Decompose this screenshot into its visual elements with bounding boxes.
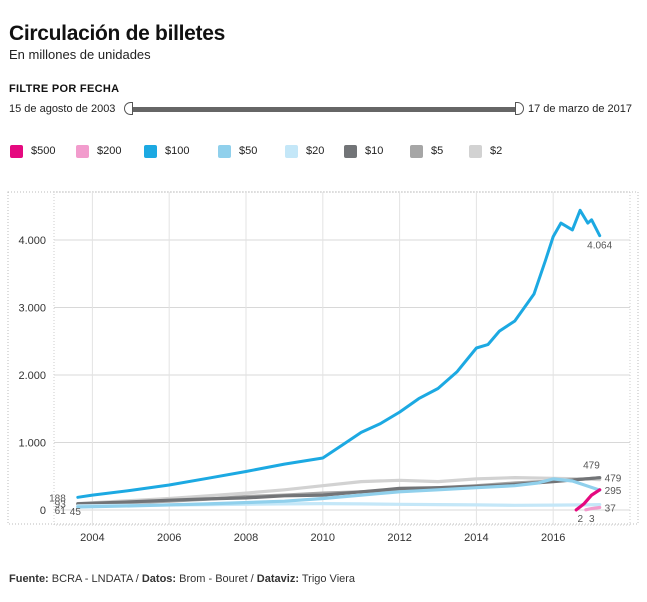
data-label: 4.064 xyxy=(587,241,612,252)
x-tick-label: 2004 xyxy=(80,532,104,544)
date-range-end-handle[interactable] xyxy=(515,102,524,115)
footer-dataviz-label: Dataviz: xyxy=(256,573,299,585)
series-line-50 xyxy=(76,477,602,509)
legend-swatch xyxy=(10,145,23,158)
y-tick-label: 0 xyxy=(40,505,46,517)
legend-label: $200 xyxy=(97,145,122,157)
legend-swatch xyxy=(285,145,298,158)
x-tick-label: 2014 xyxy=(464,532,488,544)
date-filter-label: FILTRE POR FECHA xyxy=(9,83,120,95)
date-filter-end: 17 de marzo de 2017 xyxy=(528,103,632,115)
legend-label: $100 xyxy=(165,145,190,157)
series-line-200 xyxy=(584,505,602,512)
footer-data-label: Datos: xyxy=(141,573,177,585)
data-label: 479 xyxy=(605,474,622,485)
data-label: 37 xyxy=(605,504,617,515)
x-tick-label: 2012 xyxy=(387,532,411,544)
y-tick-label: 2.000 xyxy=(18,370,46,382)
legend-swatch xyxy=(76,145,89,158)
y-tick-label: 1.000 xyxy=(18,438,46,450)
legend-swatch xyxy=(469,145,482,158)
footer-data: Brom - Bouret xyxy=(179,573,248,585)
series-line-2 xyxy=(76,476,602,506)
x-tick-label: 2010 xyxy=(311,532,335,544)
legend-label: $10 xyxy=(365,145,384,157)
x-tick-label: 2006 xyxy=(157,532,181,544)
x-tick-label: 2008 xyxy=(234,532,258,544)
legend-label: $500 xyxy=(31,145,56,157)
data-label: 3 xyxy=(589,514,595,525)
legend-label: $5 xyxy=(431,145,444,157)
data-label: 479 xyxy=(583,461,600,472)
data-label: 2 xyxy=(577,514,583,525)
line-chart: 0 1.000 2.000 3.000 4.000 2004 2006 2008 2010 201… xyxy=(7,191,639,544)
plot-frame xyxy=(53,191,631,526)
footer-source-label: Fuente: xyxy=(9,573,49,585)
legend-swatch xyxy=(218,145,231,158)
chart-subtitle: En millones de unidades xyxy=(9,47,151,62)
footer-dataviz: Trigo Viera xyxy=(301,573,356,585)
legend-swatch xyxy=(410,145,423,158)
data-label: 45 xyxy=(70,507,82,518)
date-filter-start: 15 de agosto de 2003 xyxy=(9,103,116,115)
footer-source: BCRA - LNDATA xyxy=(51,573,133,585)
date-range-slider-track[interactable] xyxy=(129,107,520,112)
x-tick-label: 2016 xyxy=(541,532,565,544)
legend-swatch xyxy=(144,145,157,158)
series-line-500 xyxy=(574,488,602,512)
y-tick-label: 4.000 xyxy=(18,235,46,247)
legend-swatch xyxy=(344,145,357,158)
series-line-100 xyxy=(76,208,602,499)
data-label: 93 xyxy=(55,500,67,511)
legend-label: $50 xyxy=(239,145,258,157)
y-tick-label: 3.000 xyxy=(18,303,46,315)
footer-credits: Fuente: BCRA - LNDATA / Datos: Brom - Bo… xyxy=(9,573,356,585)
data-label: 61 xyxy=(55,506,67,517)
chart-title: Circulación de billetes xyxy=(9,22,225,45)
legend-label: $20 xyxy=(306,145,325,157)
date-range-start-handle[interactable] xyxy=(124,102,133,115)
legend-label: $2 xyxy=(490,145,503,157)
data-label: 295 xyxy=(605,486,622,497)
data-label: 188 xyxy=(49,493,66,504)
